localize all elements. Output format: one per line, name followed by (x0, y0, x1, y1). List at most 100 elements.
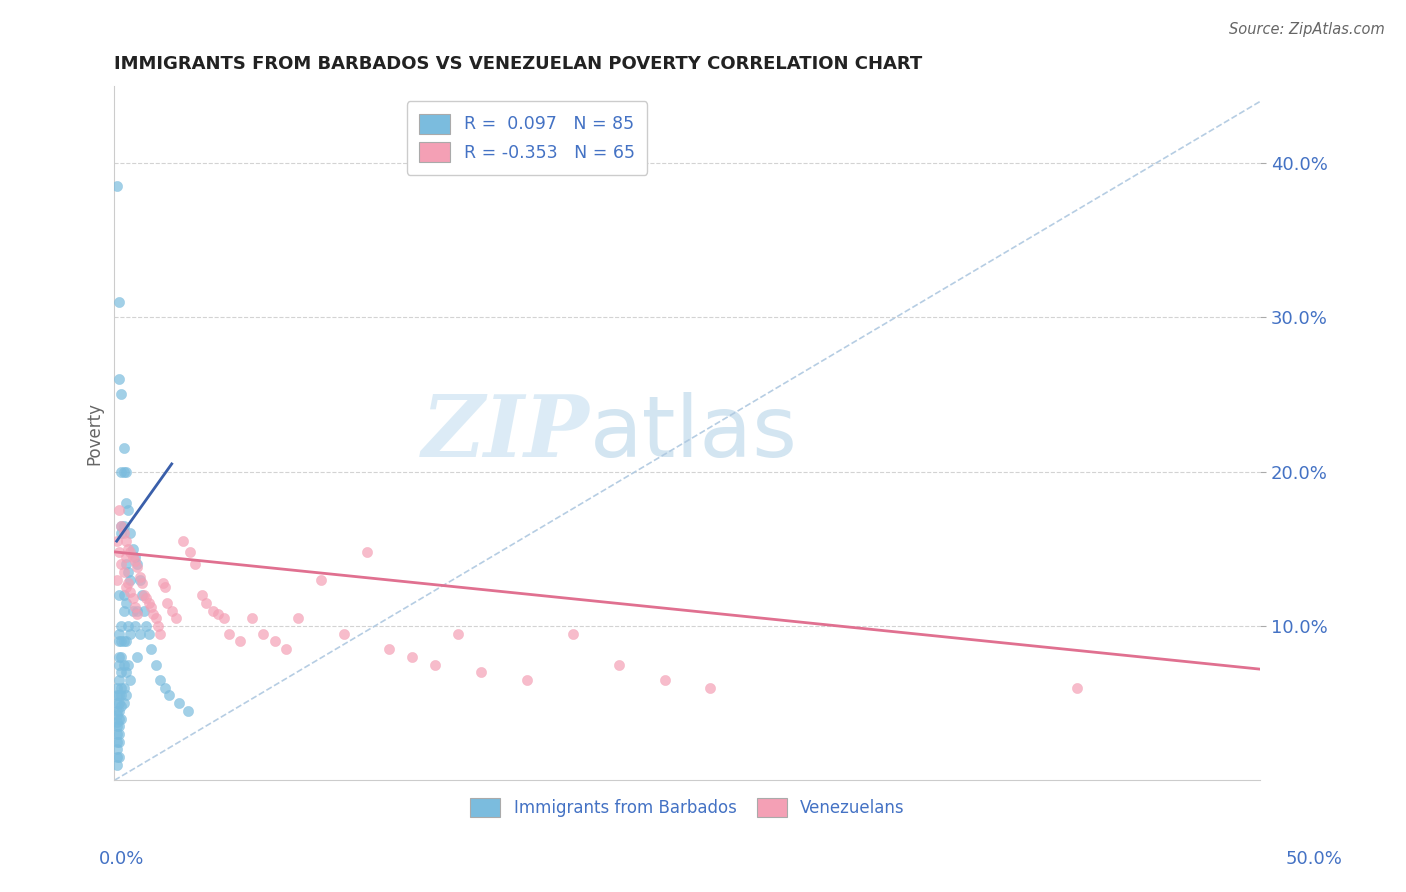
Point (108, 696, 131, 710)
Point (167, 696, 190, 710)
Point (153, 581, 176, 595)
Point (105, 681, 128, 695)
Point (121, 541, 143, 556)
Point (447, 626, 470, 640)
Point (108, 727, 131, 741)
Point (117, 503, 139, 517)
Point (105, 714, 128, 729)
Point (470, 665, 492, 680)
Point (654, 673, 676, 687)
Text: 0.0%: 0.0% (98, 850, 143, 868)
Y-axis label: Poverty: Poverty (86, 401, 103, 465)
Text: Source: ZipAtlas.com: Source: ZipAtlas.com (1229, 22, 1385, 37)
Point (165, 611, 187, 625)
Point (124, 619, 146, 633)
Point (127, 649, 149, 664)
Point (134, 603, 156, 617)
Point (124, 554, 146, 568)
Point (110, 619, 132, 633)
Text: IMMIGRANTS FROM BARBADOS VS VENEZUELAN POVERTY CORRELATION CHART: IMMIGRANTS FROM BARBADOS VS VENEZUELAN P… (114, 55, 922, 73)
Point (177, 704, 200, 718)
Point (120, 573, 142, 587)
Point (699, 681, 721, 695)
Point (157, 689, 180, 703)
Point (105, 534, 128, 549)
Point (127, 603, 149, 617)
Legend: Immigrants from Barbados, Venezuelans: Immigrants from Barbados, Venezuelans (464, 791, 911, 824)
Point (145, 611, 167, 625)
Point (128, 573, 150, 587)
Point (110, 465, 132, 479)
Point (160, 603, 183, 617)
Point (425, 657, 447, 672)
Point (115, 495, 138, 509)
Point (112, 588, 135, 602)
Point (240, 611, 263, 625)
Point (229, 634, 252, 648)
Point (149, 673, 172, 687)
Point (172, 534, 194, 549)
Point (105, 573, 128, 587)
Point (112, 696, 135, 710)
Point (145, 657, 167, 672)
Point (287, 611, 309, 625)
Point (112, 634, 135, 648)
Point (120, 673, 142, 687)
Point (110, 681, 132, 695)
Point (127, 558, 149, 572)
Point (115, 634, 138, 648)
Point (112, 465, 135, 479)
Point (139, 600, 162, 615)
Point (105, 750, 128, 764)
Point (115, 558, 138, 572)
Point (401, 649, 423, 664)
Point (117, 541, 139, 556)
Point (105, 179, 128, 194)
Point (561, 626, 583, 640)
Point (128, 569, 150, 583)
Point (146, 619, 169, 633)
Point (105, 742, 128, 756)
Point (115, 689, 138, 703)
Point (214, 611, 236, 625)
Point (115, 549, 138, 564)
Point (128, 626, 150, 640)
Point (309, 573, 332, 587)
Point (120, 626, 142, 640)
Point (195, 596, 218, 610)
Point (139, 642, 162, 657)
Point (108, 626, 131, 640)
Point (276, 642, 298, 657)
Point (121, 549, 143, 564)
Point (127, 607, 149, 621)
Point (152, 575, 174, 590)
Point (112, 603, 135, 617)
Point (110, 387, 132, 401)
Point (190, 588, 212, 602)
Point (110, 699, 132, 714)
Point (105, 708, 128, 723)
Point (207, 607, 229, 621)
Point (356, 545, 378, 559)
Point (218, 626, 240, 640)
Point (120, 585, 142, 599)
Point (263, 634, 285, 648)
Point (115, 596, 138, 610)
Point (112, 681, 135, 695)
Point (112, 565, 135, 579)
Point (135, 619, 157, 633)
Point (108, 735, 131, 749)
Point (110, 518, 132, 533)
Point (108, 545, 131, 559)
Point (201, 603, 224, 617)
Point (105, 689, 128, 703)
Point (108, 750, 131, 764)
Point (108, 719, 131, 733)
Point (252, 626, 274, 640)
Point (112, 442, 135, 456)
Point (105, 727, 128, 741)
Point (108, 657, 131, 672)
Point (115, 465, 138, 479)
Point (117, 657, 139, 672)
Point (108, 294, 131, 309)
